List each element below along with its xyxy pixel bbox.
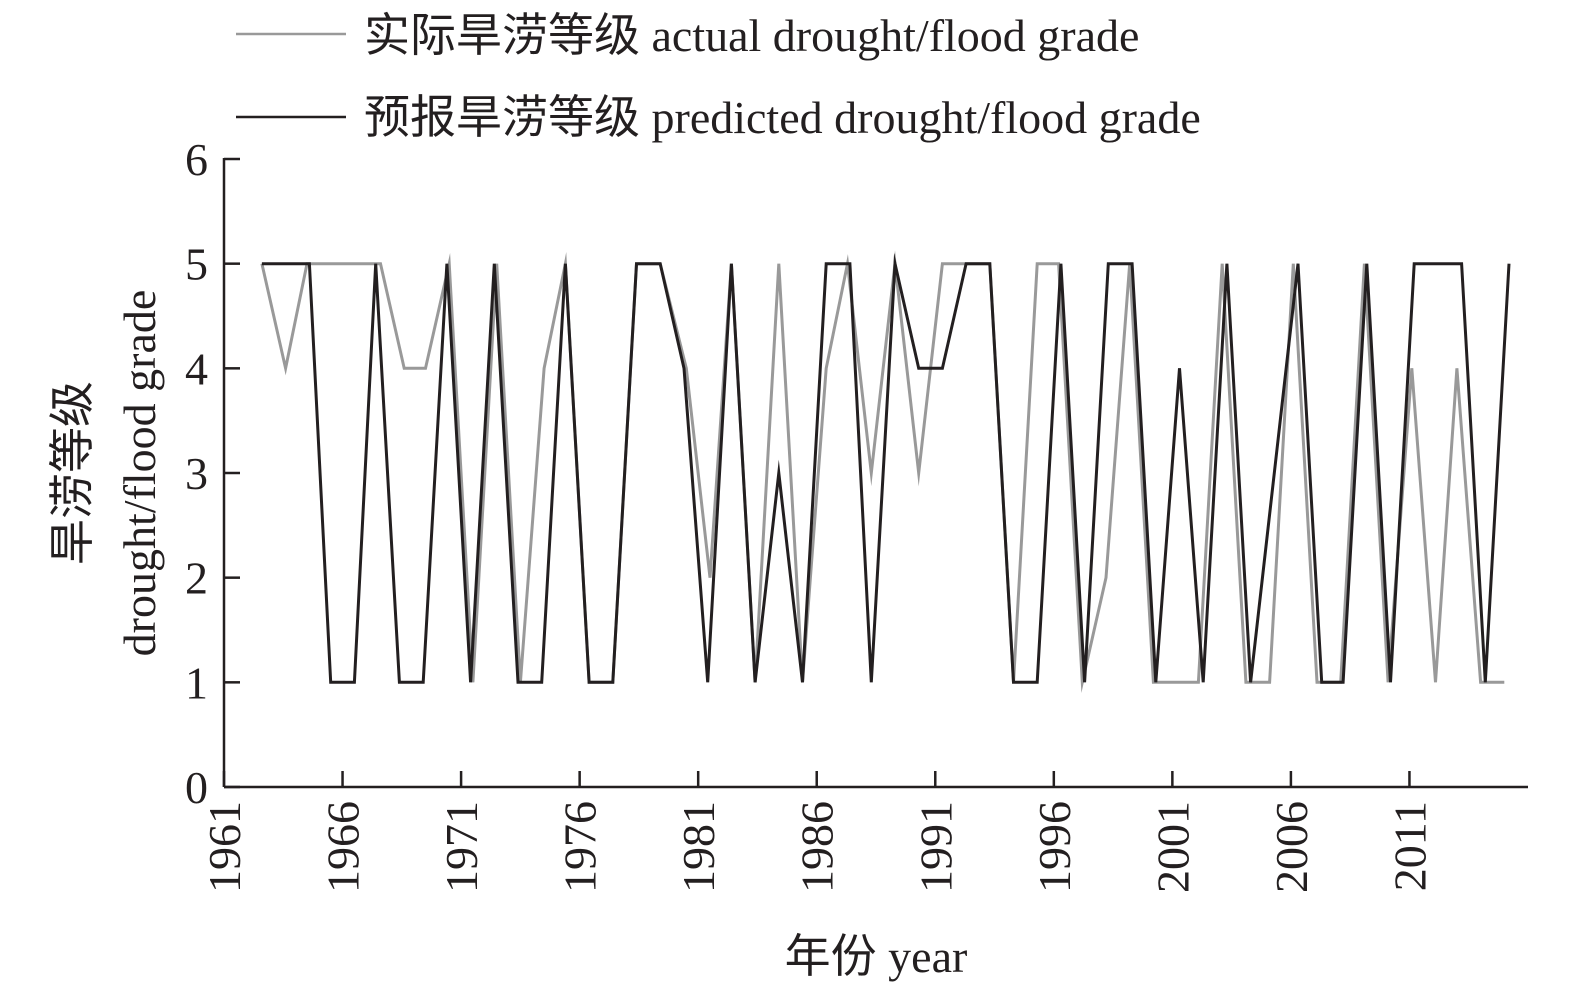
y-ticks: 0 1 2 3 4 5 6 <box>185 134 240 813</box>
x-tick-label: 1961 <box>199 801 250 893</box>
y-tick-label: 0 <box>185 762 208 813</box>
x-tick-label: 1981 <box>673 801 724 893</box>
x-tick-label: 1966 <box>318 801 369 893</box>
x-ticks: 1961 1966 1971 1976 1981 1986 1991 1996 2001 2006… <box>199 771 1435 893</box>
x-tick-label: 1971 <box>436 801 487 893</box>
x-tick-label: 1991 <box>910 801 961 893</box>
x-axis-title: 年份 year <box>785 931 968 982</box>
x-tick-label: 2006 <box>1266 801 1317 893</box>
y-tick-label: 2 <box>185 553 208 604</box>
legend-label-predicted: 预报旱涝等级 predicted drought/flood grade <box>364 92 1201 143</box>
series-line-predicted <box>261 252 1511 684</box>
x-tick-label: 1996 <box>1029 801 1080 893</box>
y-axis-title-english: drought/flood grade <box>114 290 165 657</box>
axes <box>222 158 1528 789</box>
series-group <box>260 250 1511 694</box>
legend: 实际旱涝等级 actual drought/flood grade 预报旱涝等级… <box>236 10 1201 143</box>
x-tick-label: 2001 <box>1147 801 1198 893</box>
legend-label-actual: 实际旱涝等级 actual drought/flood grade <box>364 10 1139 61</box>
x-tick-label: 1976 <box>555 801 606 893</box>
y-axis-title-chinese: 旱涝等级 <box>47 381 98 565</box>
y-tick-label: 1 <box>185 657 208 708</box>
y-tick-label: 4 <box>185 343 208 394</box>
x-tick-label: 2011 <box>1384 801 1435 891</box>
y-tick-label: 5 <box>185 239 208 290</box>
x-tick-label: 1986 <box>792 801 843 893</box>
y-tick-label: 6 <box>185 134 208 185</box>
y-tick-label: 3 <box>185 448 208 499</box>
